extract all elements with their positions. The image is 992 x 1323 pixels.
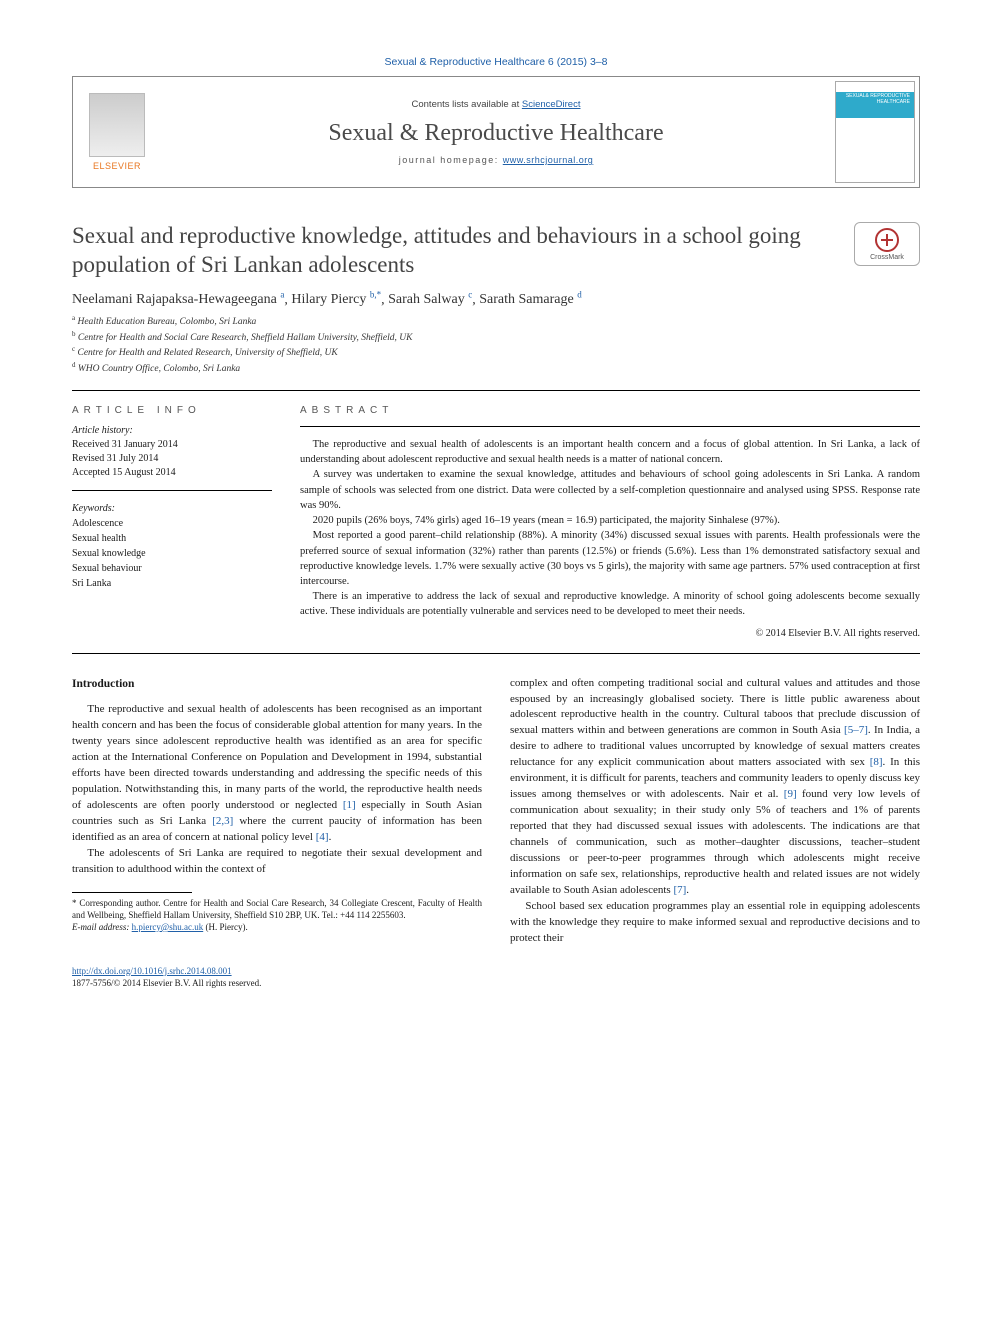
body-paragraph: The reproductive and sexual health of ad… bbox=[72, 702, 482, 845]
elsevier-tree-icon bbox=[89, 93, 145, 157]
author: Hilary Piercy b,* bbox=[291, 292, 381, 307]
citation-link[interactable]: [8] bbox=[870, 756, 883, 768]
crossmark-badge[interactable]: CrossMark bbox=[854, 222, 920, 266]
citation-link[interactable]: [5–7] bbox=[844, 724, 868, 736]
author-affil-sup: d bbox=[577, 290, 582, 300]
email-label: E-mail address: bbox=[72, 922, 129, 932]
email-line: E-mail address: h.piercy@shu.ac.uk (H. P… bbox=[72, 921, 482, 933]
abstract-paragraph: 2020 pupils (26% boys, 74% girls) aged 1… bbox=[300, 513, 920, 528]
body-paragraph: School based sex education programmes pl… bbox=[510, 899, 920, 947]
intro-heading: Introduction bbox=[72, 676, 482, 693]
revised-date: Revised 31 July 2014 bbox=[72, 452, 272, 466]
citation-link[interactable]: [9] bbox=[784, 788, 797, 800]
accepted-date: Accepted 15 August 2014 bbox=[72, 466, 272, 480]
author-affil-sup: a bbox=[280, 290, 284, 300]
abstract-top-rule bbox=[300, 426, 920, 427]
body-paragraph: The adolescents of Sri Lanka are require… bbox=[72, 846, 482, 878]
journal-cover-thumbnail: SEXUAL& REPRODUCTIVE HEALTHCARE bbox=[835, 81, 915, 183]
journal-citation: Sexual & Reproductive Healthcare 6 (2015… bbox=[72, 56, 920, 68]
keywords-block: Keywords: AdolescenceSexual healthSexual… bbox=[72, 501, 272, 591]
contents-prefix: Contents lists available at bbox=[412, 99, 522, 110]
issn-copyright: 1877-5756/© 2014 Elsevier B.V. All right… bbox=[72, 978, 261, 988]
article-title: Sexual and reproductive knowledge, attit… bbox=[72, 222, 842, 280]
article-info-heading: article info bbox=[72, 405, 272, 416]
keyword: Sexual health bbox=[72, 531, 272, 546]
abstract-paragraph: Most reported a good parent–child relati… bbox=[300, 528, 920, 589]
abstract-paragraph: A survey was undertaken to examine the s… bbox=[300, 467, 920, 513]
email-link[interactable]: h.piercy@shu.ac.uk bbox=[132, 922, 204, 932]
received-date: Received 31 January 2014 bbox=[72, 438, 272, 452]
article-info-column: article info Article history: Received 3… bbox=[72, 405, 272, 639]
footnote-rule bbox=[72, 892, 192, 893]
author: Sarah Salway c bbox=[388, 292, 472, 307]
history-label: Article history: bbox=[72, 424, 272, 438]
author-affil-sup: c bbox=[468, 290, 472, 300]
journal-header: ELSEVIER Contents lists available at Sci… bbox=[72, 76, 920, 188]
doi-link[interactable]: http://dx.doi.org/10.1016/j.srhc.2014.08… bbox=[72, 966, 232, 976]
author: Sarath Samarage d bbox=[479, 292, 581, 307]
keyword: Adolescence bbox=[72, 516, 272, 531]
elsevier-logo: ELSEVIER bbox=[73, 77, 161, 187]
citation-link[interactable]: [2,3] bbox=[212, 815, 233, 827]
crossmark-icon bbox=[875, 228, 899, 252]
info-divider bbox=[72, 490, 272, 491]
divider bbox=[72, 390, 920, 391]
keywords-label: Keywords: bbox=[72, 501, 272, 516]
homepage-link[interactable]: www.srhcjournal.org bbox=[503, 155, 594, 165]
abstract-column: abstract The reproductive and sexual hea… bbox=[300, 405, 920, 639]
divider bbox=[72, 653, 920, 654]
citation-link[interactable]: [7] bbox=[673, 884, 686, 896]
affiliations: a Health Education Bureau, Colombo, Sri … bbox=[72, 314, 920, 376]
abstract-body: The reproductive and sexual health of ad… bbox=[300, 437, 920, 620]
body-paragraph: complex and often competing traditional … bbox=[510, 676, 920, 899]
keyword: Sexual behaviour bbox=[72, 561, 272, 576]
journal-name: Sexual & Reproductive Healthcare bbox=[328, 120, 663, 147]
crossmark-label: CrossMark bbox=[870, 254, 904, 261]
cover-text: SEXUAL& REPRODUCTIVE HEALTHCARE bbox=[836, 94, 910, 105]
affiliation: d WHO Country Office, Colombo, Sri Lanka bbox=[72, 361, 920, 376]
affiliation: c Centre for Health and Related Research… bbox=[72, 345, 920, 360]
elsevier-label: ELSEVIER bbox=[93, 161, 141, 171]
author-affil-sup: b,* bbox=[370, 290, 381, 300]
footnotes: * Corresponding author. Centre for Healt… bbox=[72, 897, 482, 933]
contents-line: Contents lists available at ScienceDirec… bbox=[412, 99, 581, 110]
author-list: Neelamani Rajapaksa-Hewageegana a, Hilar… bbox=[72, 290, 920, 309]
homepage-line: journal homepage: www.srhcjournal.org bbox=[399, 155, 594, 165]
corresponding-author-note: * Corresponding author. Centre for Healt… bbox=[72, 897, 482, 921]
homepage-prefix: journal homepage: bbox=[399, 155, 503, 165]
email-paren: (H. Piercy). bbox=[205, 922, 247, 932]
citation-link[interactable]: [1] bbox=[343, 799, 356, 811]
affiliation: a Health Education Bureau, Colombo, Sri … bbox=[72, 314, 920, 329]
article-body: Introduction The reproductive and sexual… bbox=[72, 676, 920, 947]
article-history: Article history: Received 31 January 201… bbox=[72, 424, 272, 480]
author: Neelamani Rajapaksa-Hewageegana a bbox=[72, 292, 284, 307]
abstract-heading: abstract bbox=[300, 405, 920, 416]
keyword: Sexual knowledge bbox=[72, 546, 272, 561]
abstract-copyright: © 2014 Elsevier B.V. All rights reserved… bbox=[300, 628, 920, 639]
bottom-block: http://dx.doi.org/10.1016/j.srhc.2014.08… bbox=[72, 965, 920, 990]
sciencedirect-link[interactable]: ScienceDirect bbox=[522, 99, 581, 110]
affiliation: b Centre for Health and Social Care Rese… bbox=[72, 330, 920, 345]
keyword: Sri Lanka bbox=[72, 576, 272, 591]
abstract-paragraph: There is an imperative to address the la… bbox=[300, 589, 920, 619]
abstract-paragraph: The reproductive and sexual health of ad… bbox=[300, 437, 920, 467]
citation-link[interactable]: [4] bbox=[316, 831, 329, 843]
